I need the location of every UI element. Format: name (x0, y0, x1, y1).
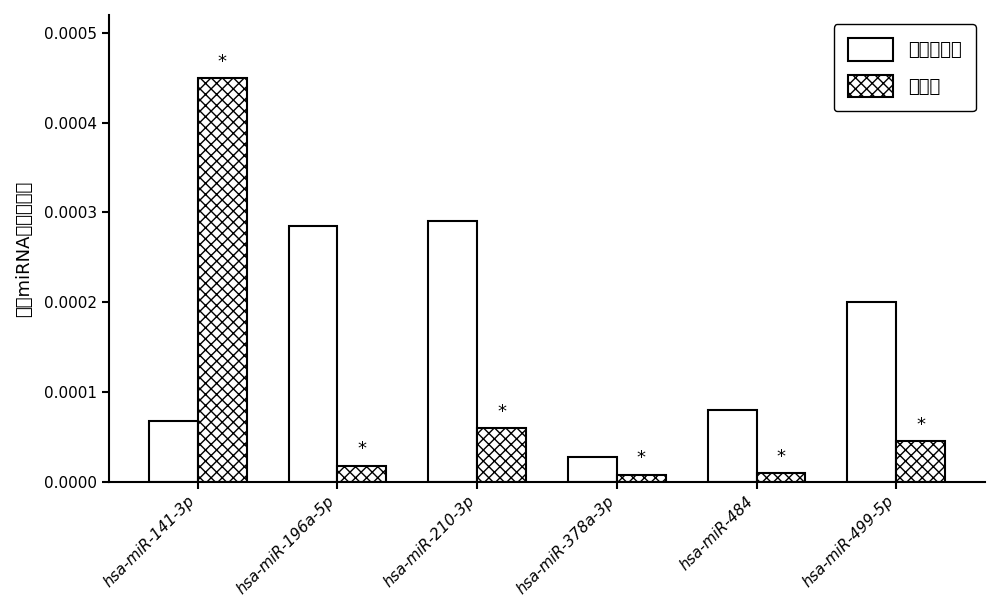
Text: *: * (637, 449, 646, 468)
Bar (428, 222, 477, 482)
Bar (896, 441, 945, 482)
Bar (337, 466, 386, 482)
Bar (289, 226, 337, 482)
Bar (477, 428, 526, 482)
Bar (149, 420, 198, 482)
Text: *: * (777, 447, 786, 466)
Text: *: * (218, 53, 227, 70)
Legend: 正常体重者, 肥胖者: 正常体重者, 肥胖者 (834, 24, 976, 111)
Bar (198, 78, 247, 482)
Text: *: * (916, 416, 925, 434)
Bar (568, 457, 617, 482)
Text: *: * (357, 441, 366, 458)
Bar (617, 474, 666, 482)
Bar (708, 410, 757, 482)
Y-axis label: 血浆miRNA表达中位数: 血浆miRNA表达中位数 (15, 181, 33, 316)
Text: *: * (497, 403, 506, 420)
Bar (847, 302, 896, 482)
Bar (757, 473, 805, 482)
